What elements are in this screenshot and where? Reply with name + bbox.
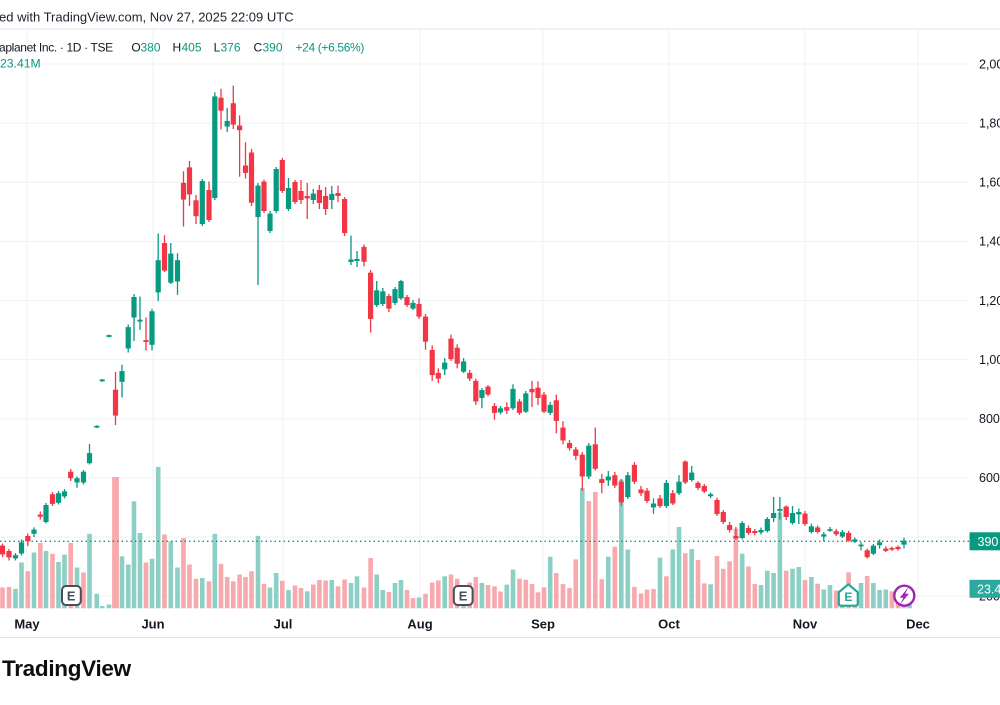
svg-text:2,000: 2,000 [979, 57, 1000, 71]
svg-text:Nov: Nov [793, 616, 818, 631]
svg-text:Oct: Oct [658, 616, 680, 631]
svg-text:Sep: Sep [531, 616, 555, 631]
svg-text:C: C [254, 41, 263, 55]
svg-text:23.4: 23.4 [977, 582, 1000, 596]
svg-text:600: 600 [979, 471, 1000, 485]
svg-text:E: E [844, 590, 852, 604]
svg-text:E: E [459, 588, 468, 603]
svg-text:1,000: 1,000 [979, 353, 1000, 367]
svg-text:aplanet Inc. · 1D · TSE: aplanet Inc. · 1D · TSE [0, 41, 113, 55]
svg-text:May: May [14, 616, 40, 631]
svg-text:405: 405 [182, 41, 202, 55]
svg-text:ed with TradingView.com, Nov 2: ed with TradingView.com, Nov 27, 2025 22… [0, 10, 294, 25]
svg-text:380: 380 [141, 41, 161, 55]
svg-text:1,800: 1,800 [979, 117, 1000, 131]
svg-text:Jun: Jun [141, 616, 164, 631]
svg-text:+24 (+6.56%): +24 (+6.56%) [296, 41, 365, 55]
svg-text:376: 376 [221, 41, 241, 55]
svg-text:800: 800 [979, 412, 1000, 426]
svg-text:Dec: Dec [906, 616, 930, 631]
svg-text:390: 390 [978, 535, 999, 549]
svg-text:1,600: 1,600 [979, 176, 1000, 190]
svg-text:23.41M: 23.41M [0, 57, 41, 71]
svg-text:H: H [173, 41, 182, 55]
svg-text:TradingView: TradingView [2, 656, 132, 681]
svg-text:390: 390 [263, 41, 283, 55]
svg-text:Aug: Aug [407, 616, 432, 631]
svg-text:1,200: 1,200 [979, 294, 1000, 308]
svg-text:Jul: Jul [274, 616, 293, 631]
svg-text:E: E [67, 588, 76, 603]
svg-text:O: O [131, 41, 140, 55]
svg-text:1,400: 1,400 [979, 235, 1000, 249]
